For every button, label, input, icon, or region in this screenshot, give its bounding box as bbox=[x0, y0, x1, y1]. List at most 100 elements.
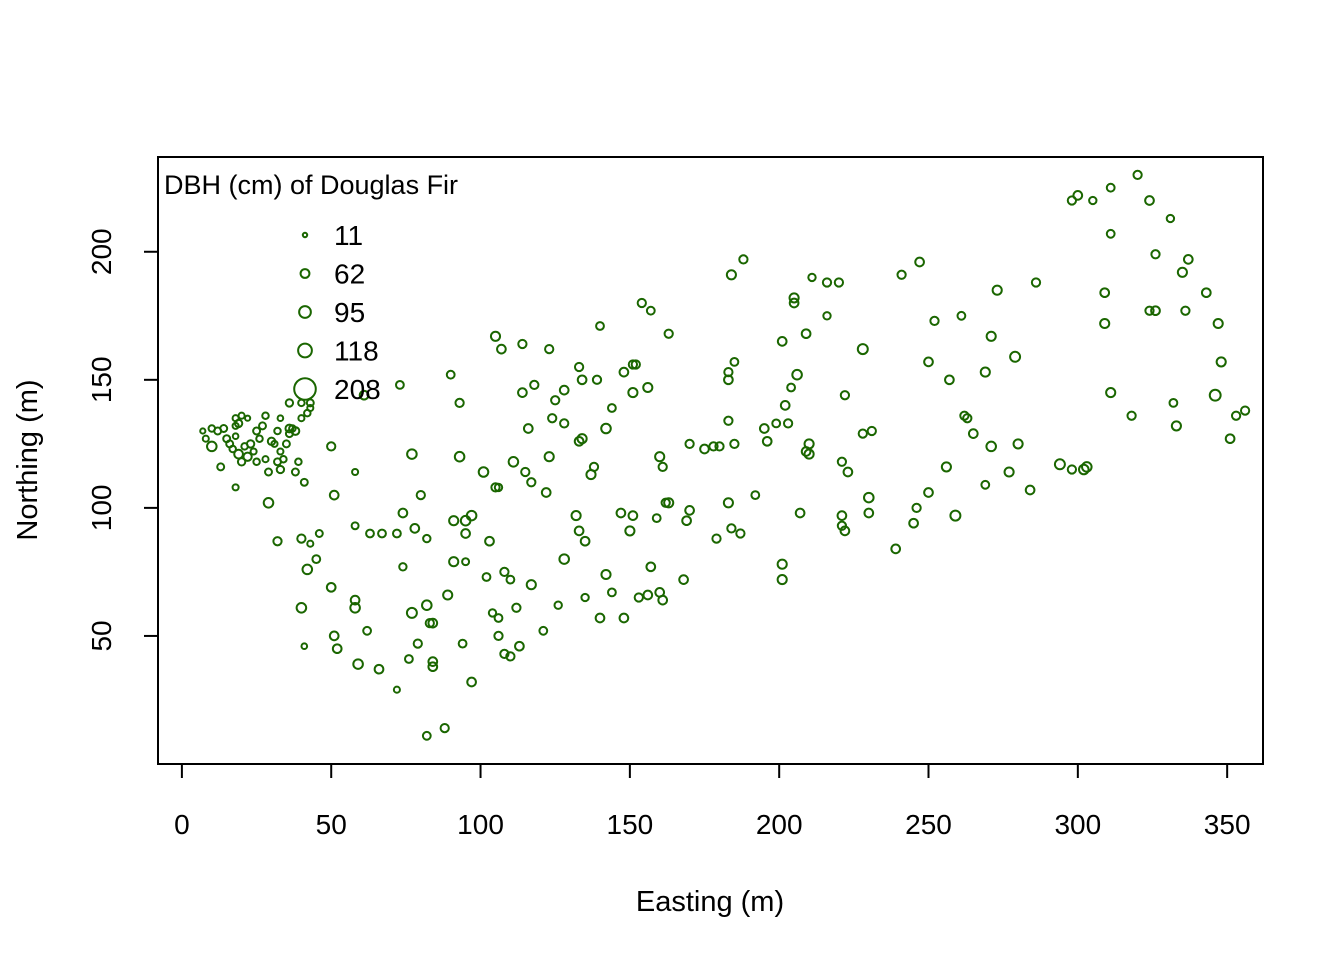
data-point bbox=[1215, 356, 1227, 368]
data-point bbox=[236, 457, 247, 467]
data-point bbox=[1150, 249, 1161, 260]
data-point bbox=[1126, 410, 1137, 421]
data-point bbox=[807, 272, 817, 283]
data-point bbox=[460, 528, 471, 539]
data-point bbox=[725, 269, 737, 281]
data-point bbox=[406, 448, 418, 460]
data-point bbox=[723, 415, 734, 426]
data-point bbox=[255, 434, 264, 443]
data-point bbox=[249, 447, 258, 456]
data-point bbox=[607, 403, 617, 413]
data-point bbox=[591, 374, 603, 385]
legend-symbol bbox=[293, 377, 317, 401]
data-point bbox=[776, 336, 788, 347]
data-point bbox=[657, 594, 669, 606]
data-point bbox=[427, 617, 439, 629]
data-point bbox=[896, 269, 907, 280]
data-point bbox=[404, 654, 414, 664]
data-point bbox=[395, 380, 405, 390]
data-point bbox=[349, 594, 361, 606]
data-point bbox=[786, 382, 796, 393]
data-point bbox=[788, 292, 800, 304]
data-point bbox=[306, 539, 315, 548]
data-point bbox=[457, 638, 468, 649]
data-point bbox=[1132, 169, 1143, 181]
data-point bbox=[487, 608, 498, 618]
data-point bbox=[678, 574, 689, 585]
data-point bbox=[1088, 195, 1098, 206]
data-point bbox=[496, 343, 507, 355]
data-point bbox=[929, 315, 940, 327]
data-point bbox=[290, 467, 300, 477]
data-point bbox=[538, 625, 549, 636]
data-point bbox=[373, 663, 385, 675]
data-point bbox=[1176, 266, 1188, 278]
plot-frame bbox=[157, 156, 1264, 765]
data-point bbox=[791, 368, 803, 381]
data-point bbox=[409, 523, 421, 534]
data-point bbox=[779, 400, 791, 411]
data-point bbox=[624, 525, 636, 537]
data-point bbox=[711, 533, 722, 544]
data-point bbox=[540, 487, 552, 498]
data-point bbox=[448, 515, 460, 527]
data-point bbox=[708, 441, 719, 452]
data-point bbox=[788, 297, 800, 309]
data-point bbox=[398, 562, 408, 572]
data-point bbox=[442, 589, 454, 601]
data-point bbox=[206, 440, 218, 453]
data-point bbox=[350, 521, 360, 531]
legend-entry-label: 95 bbox=[334, 297, 365, 328]
data-point bbox=[1078, 463, 1090, 476]
data-point bbox=[325, 581, 337, 593]
data-point bbox=[1230, 410, 1242, 421]
data-point bbox=[1224, 433, 1236, 445]
data-point bbox=[514, 640, 525, 652]
data-point bbox=[726, 523, 737, 534]
data-point bbox=[615, 507, 627, 519]
data-point bbox=[392, 528, 402, 539]
data-point bbox=[244, 414, 252, 422]
data-point bbox=[550, 395, 561, 406]
data-point bbox=[294, 457, 303, 467]
data-point bbox=[645, 561, 657, 573]
data-point bbox=[856, 343, 869, 356]
legend-entry-label: 11 bbox=[334, 220, 363, 251]
data-point bbox=[412, 638, 423, 649]
data-point bbox=[477, 466, 490, 478]
data-point bbox=[499, 648, 510, 660]
data-point bbox=[331, 643, 343, 655]
data-point bbox=[866, 425, 877, 437]
x-tick-label: 0 bbox=[174, 809, 190, 840]
data-point bbox=[454, 397, 465, 409]
legend-entry-label: 118 bbox=[334, 336, 379, 367]
data-point bbox=[618, 366, 630, 378]
legend-entry-label: 62 bbox=[334, 259, 365, 290]
legend-symbol bbox=[299, 268, 311, 279]
data-point bbox=[607, 587, 617, 598]
data-point bbox=[553, 600, 563, 610]
data-point bbox=[276, 447, 285, 456]
data-point bbox=[237, 411, 246, 420]
data-point bbox=[270, 439, 279, 448]
data-point bbox=[466, 676, 477, 688]
data-point bbox=[821, 277, 833, 288]
data-point bbox=[1024, 484, 1036, 496]
data-point bbox=[663, 497, 675, 509]
data-point bbox=[839, 390, 851, 401]
data-point bbox=[836, 510, 848, 521]
data-point bbox=[415, 489, 426, 501]
data-point bbox=[573, 435, 585, 447]
data-point bbox=[272, 536, 283, 547]
data-point bbox=[306, 403, 315, 413]
data-point bbox=[722, 497, 734, 509]
data-point bbox=[439, 722, 450, 734]
data-point bbox=[290, 426, 301, 436]
data-point bbox=[980, 479, 991, 490]
data-point bbox=[633, 592, 644, 603]
data-point bbox=[1003, 466, 1015, 478]
data-point bbox=[1165, 213, 1176, 224]
y-tick-label: 200 bbox=[86, 228, 117, 275]
data-point bbox=[914, 256, 925, 268]
data-point bbox=[328, 630, 340, 642]
